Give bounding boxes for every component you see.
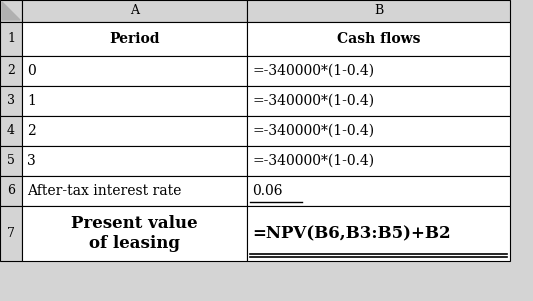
Bar (247, 56, 510, 86)
Text: B: B (374, 5, 383, 17)
Polygon shape (2, 2, 20, 20)
Bar (22, 86, 247, 116)
Bar (0, 56, 22, 86)
Bar (22, 176, 247, 206)
Text: 1: 1 (27, 94, 36, 108)
Text: =-340000*(1-0.4): =-340000*(1-0.4) (252, 94, 374, 108)
Bar (247, 22, 510, 56)
Text: Present value
of leasing: Present value of leasing (71, 215, 198, 252)
Bar (22, 0, 247, 22)
Text: =-340000*(1-0.4): =-340000*(1-0.4) (252, 64, 374, 78)
Text: 0.06: 0.06 (252, 184, 282, 198)
Bar (0, 146, 22, 176)
Bar (22, 56, 247, 86)
Text: 3: 3 (7, 95, 15, 107)
Bar (0, 116, 22, 146)
Text: 5: 5 (7, 154, 15, 167)
Bar (0, 206, 22, 261)
Text: 4: 4 (7, 125, 15, 138)
Bar (247, 116, 510, 146)
Bar (22, 146, 247, 176)
Bar (247, 146, 510, 176)
Bar (22, 206, 247, 261)
Bar (0, 86, 22, 116)
Text: 3: 3 (27, 154, 36, 168)
Text: 7: 7 (7, 227, 15, 240)
Text: A: A (130, 5, 139, 17)
Bar (0, 22, 22, 56)
Bar (0, 176, 22, 206)
Text: =-340000*(1-0.4): =-340000*(1-0.4) (252, 154, 374, 168)
Text: 6: 6 (7, 185, 15, 197)
Text: 2: 2 (27, 124, 36, 138)
Text: =NPV(B6,B3:B5)+B2: =NPV(B6,B3:B5)+B2 (252, 225, 450, 242)
Bar (0, 0, 22, 22)
Text: Period: Period (109, 32, 160, 46)
Text: 0: 0 (27, 64, 36, 78)
Bar (247, 206, 510, 261)
Text: After-tax interest rate: After-tax interest rate (27, 184, 181, 198)
Bar (247, 0, 510, 22)
Bar (247, 176, 510, 206)
Bar (247, 86, 510, 116)
Text: 1: 1 (7, 33, 15, 45)
Text: 2: 2 (7, 64, 15, 77)
Text: =-340000*(1-0.4): =-340000*(1-0.4) (252, 124, 374, 138)
Bar (22, 116, 247, 146)
Bar (22, 22, 247, 56)
Text: Cash flows: Cash flows (337, 32, 420, 46)
